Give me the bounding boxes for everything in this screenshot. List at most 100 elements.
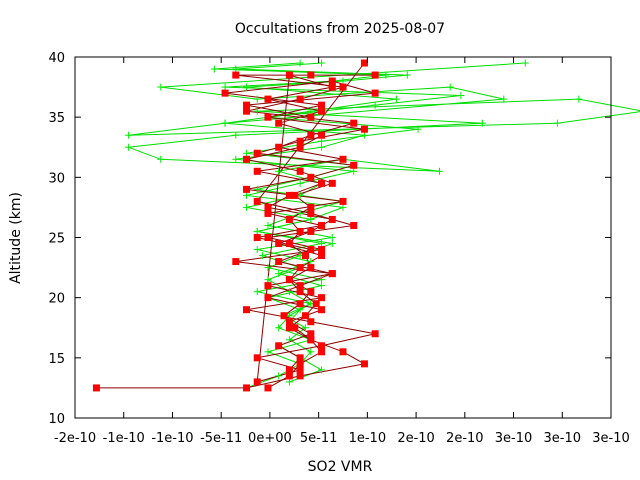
data-point bbox=[521, 59, 529, 67]
data-point bbox=[307, 113, 315, 121]
data-point bbox=[157, 155, 165, 163]
data-point bbox=[253, 149, 261, 157]
data-point bbox=[253, 354, 261, 362]
data-point bbox=[318, 107, 326, 115]
data-point bbox=[296, 264, 304, 272]
x-tick-label: 0e+00 bbox=[248, 431, 292, 446]
data-point bbox=[296, 95, 304, 103]
data-point bbox=[125, 131, 133, 139]
data-point bbox=[275, 167, 283, 175]
data-point bbox=[232, 131, 240, 139]
data-point bbox=[296, 137, 304, 145]
data-point bbox=[301, 324, 309, 332]
data-point bbox=[328, 234, 336, 241]
data-point bbox=[382, 71, 390, 79]
axis-ticks: -2e-10 -1e-10 -1e-10 -5e-11 0e+00 5e-11 1e-10 2… bbox=[48, 51, 629, 446]
data-point bbox=[339, 155, 347, 163]
y-axis-label: Altitude (km) bbox=[8, 192, 24, 284]
data-point bbox=[318, 366, 326, 374]
data-point bbox=[414, 125, 422, 133]
data-point bbox=[318, 143, 326, 151]
data-point bbox=[318, 276, 326, 284]
data-point bbox=[307, 107, 315, 115]
data-point bbox=[264, 294, 272, 302]
data-point bbox=[275, 258, 283, 266]
data-point bbox=[307, 246, 315, 254]
data-point bbox=[92, 384, 100, 392]
data-point bbox=[371, 71, 379, 79]
data-point bbox=[275, 119, 283, 127]
data-point bbox=[296, 306, 304, 314]
data-point bbox=[457, 92, 465, 100]
data-layer bbox=[92, 59, 640, 392]
x-tick-label: 3e-10 bbox=[592, 431, 630, 446]
data-point bbox=[264, 95, 272, 103]
data-point bbox=[296, 372, 304, 380]
x-tick-label: 5e-11 bbox=[300, 431, 338, 446]
data-point bbox=[339, 348, 347, 356]
data-point bbox=[312, 300, 320, 308]
data-point bbox=[307, 203, 315, 211]
data-point bbox=[157, 83, 165, 91]
data-point bbox=[307, 336, 315, 344]
data-point bbox=[285, 71, 293, 79]
data-point bbox=[371, 101, 379, 109]
data-point bbox=[296, 179, 304, 187]
data-point bbox=[296, 288, 304, 296]
data-point bbox=[307, 173, 315, 181]
data-point bbox=[296, 360, 304, 368]
y-tick-label: 10 bbox=[48, 412, 65, 427]
data-point bbox=[301, 252, 309, 260]
data-point bbox=[253, 246, 261, 254]
data-point bbox=[360, 59, 368, 67]
data-point bbox=[307, 215, 315, 223]
data-point bbox=[318, 342, 326, 350]
data-point bbox=[253, 167, 261, 175]
data-point bbox=[360, 360, 368, 368]
x-tick-label: 1e-10 bbox=[349, 431, 387, 446]
data-point bbox=[243, 203, 251, 211]
data-point bbox=[232, 65, 240, 73]
y-tick-label: 30 bbox=[48, 171, 65, 186]
data-point bbox=[243, 101, 251, 109]
data-point bbox=[264, 203, 272, 211]
data-point bbox=[253, 185, 261, 193]
data-point bbox=[280, 312, 288, 320]
data-point bbox=[285, 324, 293, 332]
data-point bbox=[553, 119, 561, 127]
data-point bbox=[318, 131, 326, 139]
data-point bbox=[285, 318, 293, 326]
data-point bbox=[232, 155, 240, 163]
data-point bbox=[243, 83, 251, 91]
x-tick-label: 2e-10 bbox=[446, 431, 484, 446]
data-point bbox=[264, 209, 272, 217]
data-point bbox=[264, 234, 272, 241]
data-point bbox=[478, 119, 486, 127]
data-point bbox=[275, 342, 283, 350]
data-point bbox=[296, 282, 304, 290]
data-point bbox=[285, 366, 293, 374]
y-tick-label: 15 bbox=[48, 352, 65, 367]
data-point bbox=[253, 234, 261, 241]
chart-title: Occultations from 2025-08-07 bbox=[235, 21, 445, 37]
data-point bbox=[296, 209, 304, 217]
data-point bbox=[291, 324, 299, 332]
plot-frame bbox=[74, 56, 612, 419]
data-point bbox=[360, 125, 368, 133]
data-point bbox=[296, 59, 304, 67]
data-point bbox=[318, 59, 326, 67]
data-point bbox=[275, 324, 283, 332]
data-point bbox=[243, 149, 251, 157]
data-point bbox=[285, 372, 293, 380]
data-point bbox=[307, 348, 315, 356]
data-point bbox=[328, 77, 336, 85]
data-point bbox=[296, 300, 304, 308]
series-line bbox=[214, 62, 461, 383]
data-point bbox=[307, 264, 315, 272]
data-point bbox=[253, 288, 261, 296]
data-point bbox=[371, 330, 379, 338]
data-point bbox=[339, 203, 347, 211]
data-point bbox=[253, 378, 261, 386]
data-point bbox=[318, 137, 326, 145]
x-tick-label: -1e-10 bbox=[103, 431, 145, 446]
